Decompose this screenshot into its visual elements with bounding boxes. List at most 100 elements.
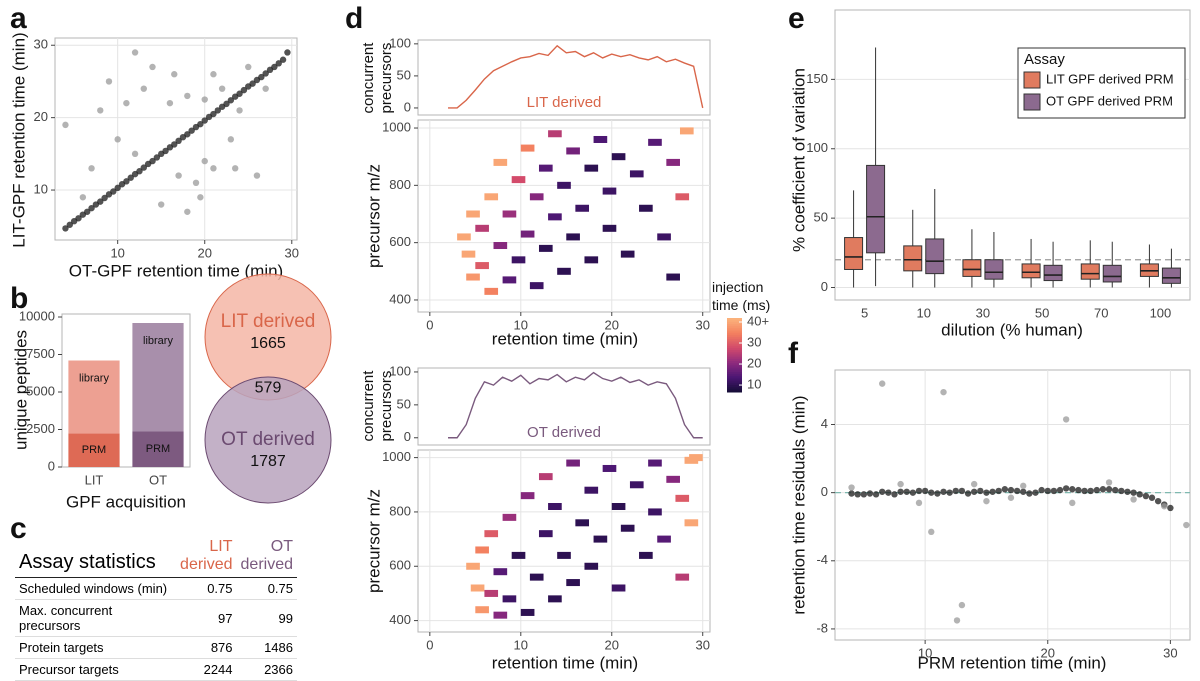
segment-label: library <box>79 372 109 384</box>
precursor-window <box>484 287 499 295</box>
point <box>262 85 269 92</box>
colorbar-step <box>727 356 742 360</box>
point <box>62 121 69 129</box>
x-tick-label: 10 <box>110 245 124 260</box>
point <box>136 168 143 175</box>
point <box>97 198 104 205</box>
box <box>866 164 886 254</box>
box <box>984 259 1004 280</box>
point <box>1087 487 1094 495</box>
precursor-window <box>461 250 476 258</box>
point <box>197 194 204 201</box>
point <box>983 489 990 496</box>
x-tick-label: 100 <box>1150 305 1172 320</box>
precursor-window <box>639 551 653 559</box>
precursor-window <box>648 508 662 516</box>
precursor-window <box>502 210 517 218</box>
precursor-window <box>566 459 580 467</box>
precursor-window <box>657 535 671 543</box>
precursor-window <box>502 276 517 284</box>
precursor-window <box>511 551 526 559</box>
point <box>1105 486 1113 493</box>
y-tick-label: 600 <box>389 234 411 249</box>
precursor-window <box>520 608 535 616</box>
colorbar-step <box>727 325 742 328</box>
x-tick-label: 20 <box>605 317 619 332</box>
y-tick-label: 0 <box>48 458 55 473</box>
point <box>977 487 984 495</box>
precursor-window <box>502 513 517 521</box>
point <box>915 499 923 507</box>
point <box>131 49 139 56</box>
colorbar-step <box>727 362 742 365</box>
table-row: Scheduled windows (min) 0.75 0.75 <box>15 577 297 600</box>
y-axis-label: LIT-GPF retention time (min) <box>9 32 28 247</box>
point <box>262 70 269 77</box>
plot-panel <box>417 39 711 116</box>
colorbar-tick-label: 20 <box>747 355 761 370</box>
point <box>1032 489 1039 496</box>
precursor-window <box>575 204 590 212</box>
cell: 97 <box>176 599 237 637</box>
colorbar-step <box>727 349 742 352</box>
point <box>123 178 130 185</box>
x-axis-label: retention time (min) <box>492 329 638 348</box>
point <box>1020 488 1027 495</box>
y-tick-label: 150 <box>806 71 828 86</box>
y-tick-label: 5000 <box>26 383 55 398</box>
precursor-window <box>520 492 535 500</box>
point <box>131 150 139 158</box>
colorbar-step <box>727 380 742 384</box>
precursor-window <box>611 584 626 592</box>
point <box>245 63 252 71</box>
precursor-window <box>470 584 485 592</box>
box <box>1102 264 1122 283</box>
colorbar-step <box>727 342 742 345</box>
y-tick-label: 800 <box>389 177 411 192</box>
point <box>1044 487 1051 495</box>
cell: 876 <box>176 636 237 659</box>
point <box>1161 503 1168 510</box>
y-axis-label: unique peptides <box>11 330 30 450</box>
point <box>101 194 108 202</box>
panel-letter: e <box>788 2 805 35</box>
y-tick-label: 20 <box>34 109 48 124</box>
y-tick-label: 1000 <box>382 119 411 134</box>
point <box>1038 486 1045 494</box>
point <box>1050 487 1058 495</box>
cell: 2366 <box>236 658 297 681</box>
colorbar-step <box>727 382 742 386</box>
cell: 0.75 <box>236 577 297 600</box>
precursor-window <box>475 224 489 232</box>
point <box>66 221 73 228</box>
point <box>928 489 935 496</box>
point <box>1069 499 1076 507</box>
point <box>279 56 287 63</box>
precursor-window <box>679 127 694 135</box>
point <box>1167 504 1174 512</box>
y-tick-label: 50 <box>397 396 411 411</box>
x-tick-label: 10 <box>917 305 931 320</box>
point <box>989 488 996 495</box>
precursor-window <box>493 611 508 619</box>
precursor-window <box>493 158 508 166</box>
x-axis-label: retention time (min) <box>492 653 638 672</box>
colorbar-step <box>727 332 742 336</box>
y-tick-label: 1000 <box>382 449 411 464</box>
point <box>88 204 95 212</box>
precursor-window <box>520 230 535 238</box>
point <box>114 136 121 143</box>
box <box>962 259 982 277</box>
point <box>79 194 87 201</box>
table-row: Precursor targets 2244 2366 <box>15 658 297 681</box>
point <box>153 154 161 161</box>
point <box>848 490 855 497</box>
precursor-window <box>475 606 489 614</box>
colorbar-step <box>727 334 742 337</box>
x-tick-label: 70 <box>1094 305 1108 320</box>
legend-label: OT GPF derived PRM <box>1046 93 1173 108</box>
table-row: Protein targets 876 1486 <box>15 636 297 659</box>
colorbar-step <box>727 375 742 378</box>
point <box>1111 486 1119 494</box>
box <box>844 237 864 270</box>
